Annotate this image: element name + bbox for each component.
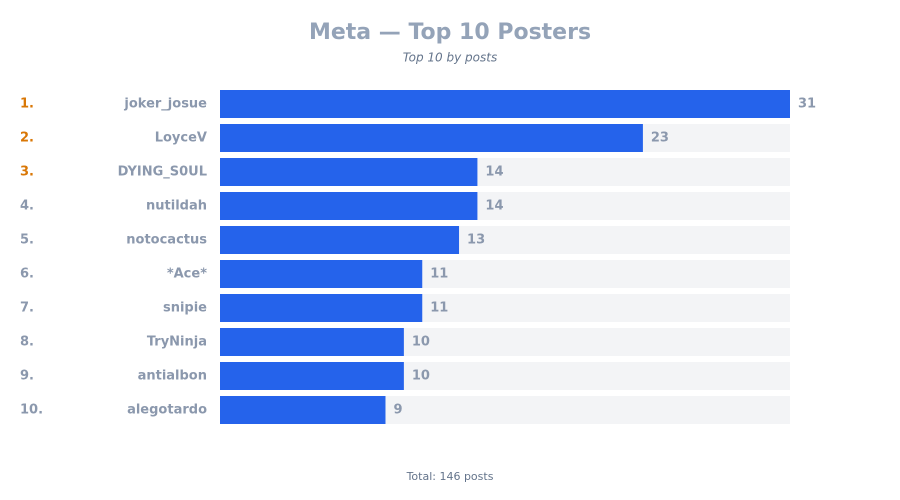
value-label: 10 xyxy=(412,369,430,384)
chart-title: Meta — Top 10 Posters xyxy=(309,20,591,45)
category-label: alegotardo xyxy=(127,403,207,418)
rank-label: 1. xyxy=(20,97,34,112)
rank-label: 5. xyxy=(20,233,34,248)
chart-subtitle: Top 10 by posts xyxy=(403,51,497,65)
bar xyxy=(220,396,386,424)
bar xyxy=(220,192,478,220)
bar xyxy=(220,362,404,390)
rank-label: 4. xyxy=(20,199,34,214)
category-label: nutildah xyxy=(146,199,207,214)
category-label: snipie xyxy=(163,301,207,316)
bar xyxy=(220,226,460,254)
value-label: 11 xyxy=(430,267,448,282)
bar xyxy=(220,294,423,322)
value-label: 9 xyxy=(393,403,402,418)
bar xyxy=(220,90,790,118)
rank-label: 6. xyxy=(20,267,34,282)
category-label: notocactus xyxy=(126,233,207,248)
bar xyxy=(220,158,478,186)
category-label: LoyceV xyxy=(155,131,207,146)
rank-label: 7. xyxy=(20,301,34,316)
category-label: antialbon xyxy=(138,369,207,384)
value-label: 10 xyxy=(412,335,430,350)
rank-label: 9. xyxy=(20,369,34,384)
value-label: 14 xyxy=(485,165,503,180)
category-label: TryNinja xyxy=(147,335,207,350)
value-label: 23 xyxy=(651,131,669,146)
category-label: DYING_S0UL xyxy=(118,165,207,180)
rank-label: 10. xyxy=(20,403,43,418)
value-label: 14 xyxy=(485,199,503,214)
category-label: joker_josue xyxy=(123,97,207,112)
bar xyxy=(220,124,643,152)
rank-label: 2. xyxy=(20,131,34,146)
category-label: *Ace* xyxy=(167,267,207,282)
rank-label: 8. xyxy=(20,335,34,350)
value-label: 11 xyxy=(430,301,448,316)
value-label: 13 xyxy=(467,233,485,248)
bar xyxy=(220,328,404,356)
value-label: 31 xyxy=(798,97,816,112)
bar xyxy=(220,260,423,288)
rank-label: 3. xyxy=(20,165,34,180)
footer: Total: 146 posts xyxy=(406,470,494,483)
